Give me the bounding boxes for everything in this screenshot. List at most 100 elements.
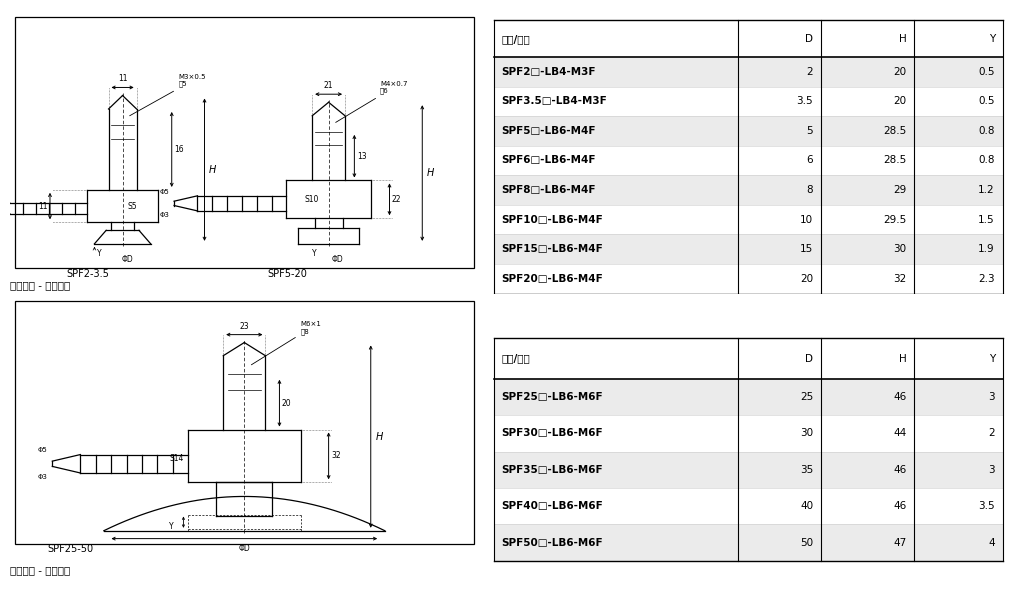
Bar — [494, 264, 1003, 294]
Text: Φ5: Φ5 — [160, 189, 169, 195]
Text: 29: 29 — [894, 185, 907, 195]
Text: SPF25□-LB6-M6F: SPF25□-LB6-M6F — [502, 392, 604, 402]
Bar — [494, 146, 1003, 176]
Text: SPF8□-LB6-M4F: SPF8□-LB6-M4F — [502, 185, 597, 195]
Text: 3.5: 3.5 — [978, 501, 995, 511]
Text: 35: 35 — [800, 465, 813, 475]
Text: 3: 3 — [988, 392, 995, 402]
Text: 型号/尺寸: 型号/尺寸 — [502, 34, 530, 44]
Text: S5: S5 — [127, 201, 136, 211]
Text: 40: 40 — [800, 501, 813, 511]
Text: 15: 15 — [800, 244, 813, 254]
Text: 11: 11 — [38, 201, 48, 211]
Text: 10: 10 — [800, 214, 813, 225]
Text: 25: 25 — [800, 392, 813, 402]
Text: ΦD: ΦD — [121, 255, 133, 264]
Bar — [494, 87, 1003, 116]
Bar — [494, 525, 1003, 561]
Text: 11: 11 — [118, 74, 127, 83]
Text: 20: 20 — [894, 67, 907, 77]
Text: 0.8: 0.8 — [978, 156, 995, 165]
Text: 47: 47 — [894, 538, 907, 547]
Text: 2: 2 — [988, 428, 995, 438]
Text: S10: S10 — [304, 195, 320, 204]
Text: 型号/尺寸: 型号/尺寸 — [502, 353, 530, 364]
Text: 44: 44 — [894, 428, 907, 438]
Text: 3: 3 — [988, 465, 995, 475]
Text: 2: 2 — [806, 67, 813, 77]
Bar — [494, 488, 1003, 525]
Text: 1.9: 1.9 — [978, 244, 995, 254]
Bar — [494, 452, 1003, 488]
Text: Φ3: Φ3 — [38, 474, 48, 480]
Text: Y: Y — [313, 249, 317, 258]
Text: H: H — [899, 353, 907, 364]
Text: SPF6□-LB6-M4F: SPF6□-LB6-M4F — [502, 156, 597, 165]
Text: 水平方向 - 宝塔接头: 水平方向 - 宝塔接头 — [10, 280, 70, 291]
Text: 28.5: 28.5 — [884, 156, 907, 165]
Text: 32: 32 — [331, 452, 341, 461]
Bar — [494, 379, 1003, 415]
Text: 20: 20 — [800, 274, 813, 284]
Text: SPF25-50: SPF25-50 — [48, 544, 94, 555]
Text: H: H — [376, 432, 383, 441]
Text: 46: 46 — [894, 465, 907, 475]
Text: 28.5: 28.5 — [884, 126, 907, 136]
Text: 1.5: 1.5 — [978, 214, 995, 225]
Text: 4: 4 — [988, 538, 995, 547]
Text: SPF30□-LB6-M6F: SPF30□-LB6-M6F — [502, 428, 604, 438]
Text: SPF5□-LB6-M4F: SPF5□-LB6-M4F — [502, 126, 597, 136]
Text: D: D — [805, 353, 813, 364]
Bar — [494, 176, 1003, 205]
Text: 46: 46 — [894, 392, 907, 402]
Bar — [494, 57, 1003, 87]
Text: 20: 20 — [894, 96, 907, 107]
Bar — [494, 205, 1003, 234]
Bar — [494, 116, 1003, 146]
Text: S14: S14 — [169, 454, 183, 463]
Text: ΦD: ΦD — [238, 544, 250, 553]
Text: 30: 30 — [894, 244, 907, 254]
Text: H: H — [210, 165, 217, 175]
Text: M3×0.5
深5: M3×0.5 深5 — [129, 74, 207, 116]
Text: 21: 21 — [324, 81, 333, 90]
Text: Y: Y — [988, 34, 995, 44]
Text: 23: 23 — [239, 322, 249, 331]
Text: ΦD: ΦD — [332, 255, 344, 264]
Text: 6: 6 — [806, 156, 813, 165]
Text: 1.2: 1.2 — [978, 185, 995, 195]
Text: Y: Y — [169, 522, 174, 531]
Text: 0.5: 0.5 — [978, 67, 995, 77]
Text: SPF40□-LB6-M6F: SPF40□-LB6-M6F — [502, 501, 604, 511]
Text: SPF3.5□-LB4-M3F: SPF3.5□-LB4-M3F — [502, 96, 608, 107]
Text: Φ3: Φ3 — [160, 211, 169, 217]
Text: 8: 8 — [806, 185, 813, 195]
Text: SPF2-3.5: SPF2-3.5 — [66, 269, 109, 279]
Text: SPF10□-LB6-M4F: SPF10□-LB6-M4F — [502, 214, 604, 225]
Text: M4×0.7
深6: M4×0.7 深6 — [336, 81, 407, 122]
Text: 3.5: 3.5 — [796, 96, 813, 107]
Text: 2.3: 2.3 — [978, 274, 995, 284]
Text: D: D — [805, 34, 813, 44]
Text: H: H — [427, 168, 435, 178]
Text: 30: 30 — [800, 428, 813, 438]
Text: 46: 46 — [894, 501, 907, 511]
Text: 13: 13 — [356, 152, 366, 161]
Text: SPF2□-LB4-M3F: SPF2□-LB4-M3F — [502, 67, 597, 77]
Bar — [494, 234, 1003, 264]
Text: Φ5: Φ5 — [38, 447, 48, 453]
Text: 水平方向 - 宝塔接头: 水平方向 - 宝塔接头 — [10, 565, 70, 575]
Bar — [494, 415, 1003, 452]
Text: SPF50□-LB6-M6F: SPF50□-LB6-M6F — [502, 538, 604, 547]
Text: SPF15□-LB6-M4F: SPF15□-LB6-M4F — [502, 244, 604, 254]
Text: Y: Y — [988, 353, 995, 364]
Text: Y: Y — [97, 249, 102, 258]
Text: 32: 32 — [894, 274, 907, 284]
Text: 29.5: 29.5 — [884, 214, 907, 225]
Text: SPF20□-LB6-M4F: SPF20□-LB6-M4F — [502, 274, 604, 284]
Text: 0.5: 0.5 — [978, 96, 995, 107]
Text: 22: 22 — [392, 195, 401, 204]
Text: M6×1
深8: M6×1 深8 — [251, 321, 322, 365]
Text: 5: 5 — [806, 126, 813, 136]
Text: 50: 50 — [800, 538, 813, 547]
